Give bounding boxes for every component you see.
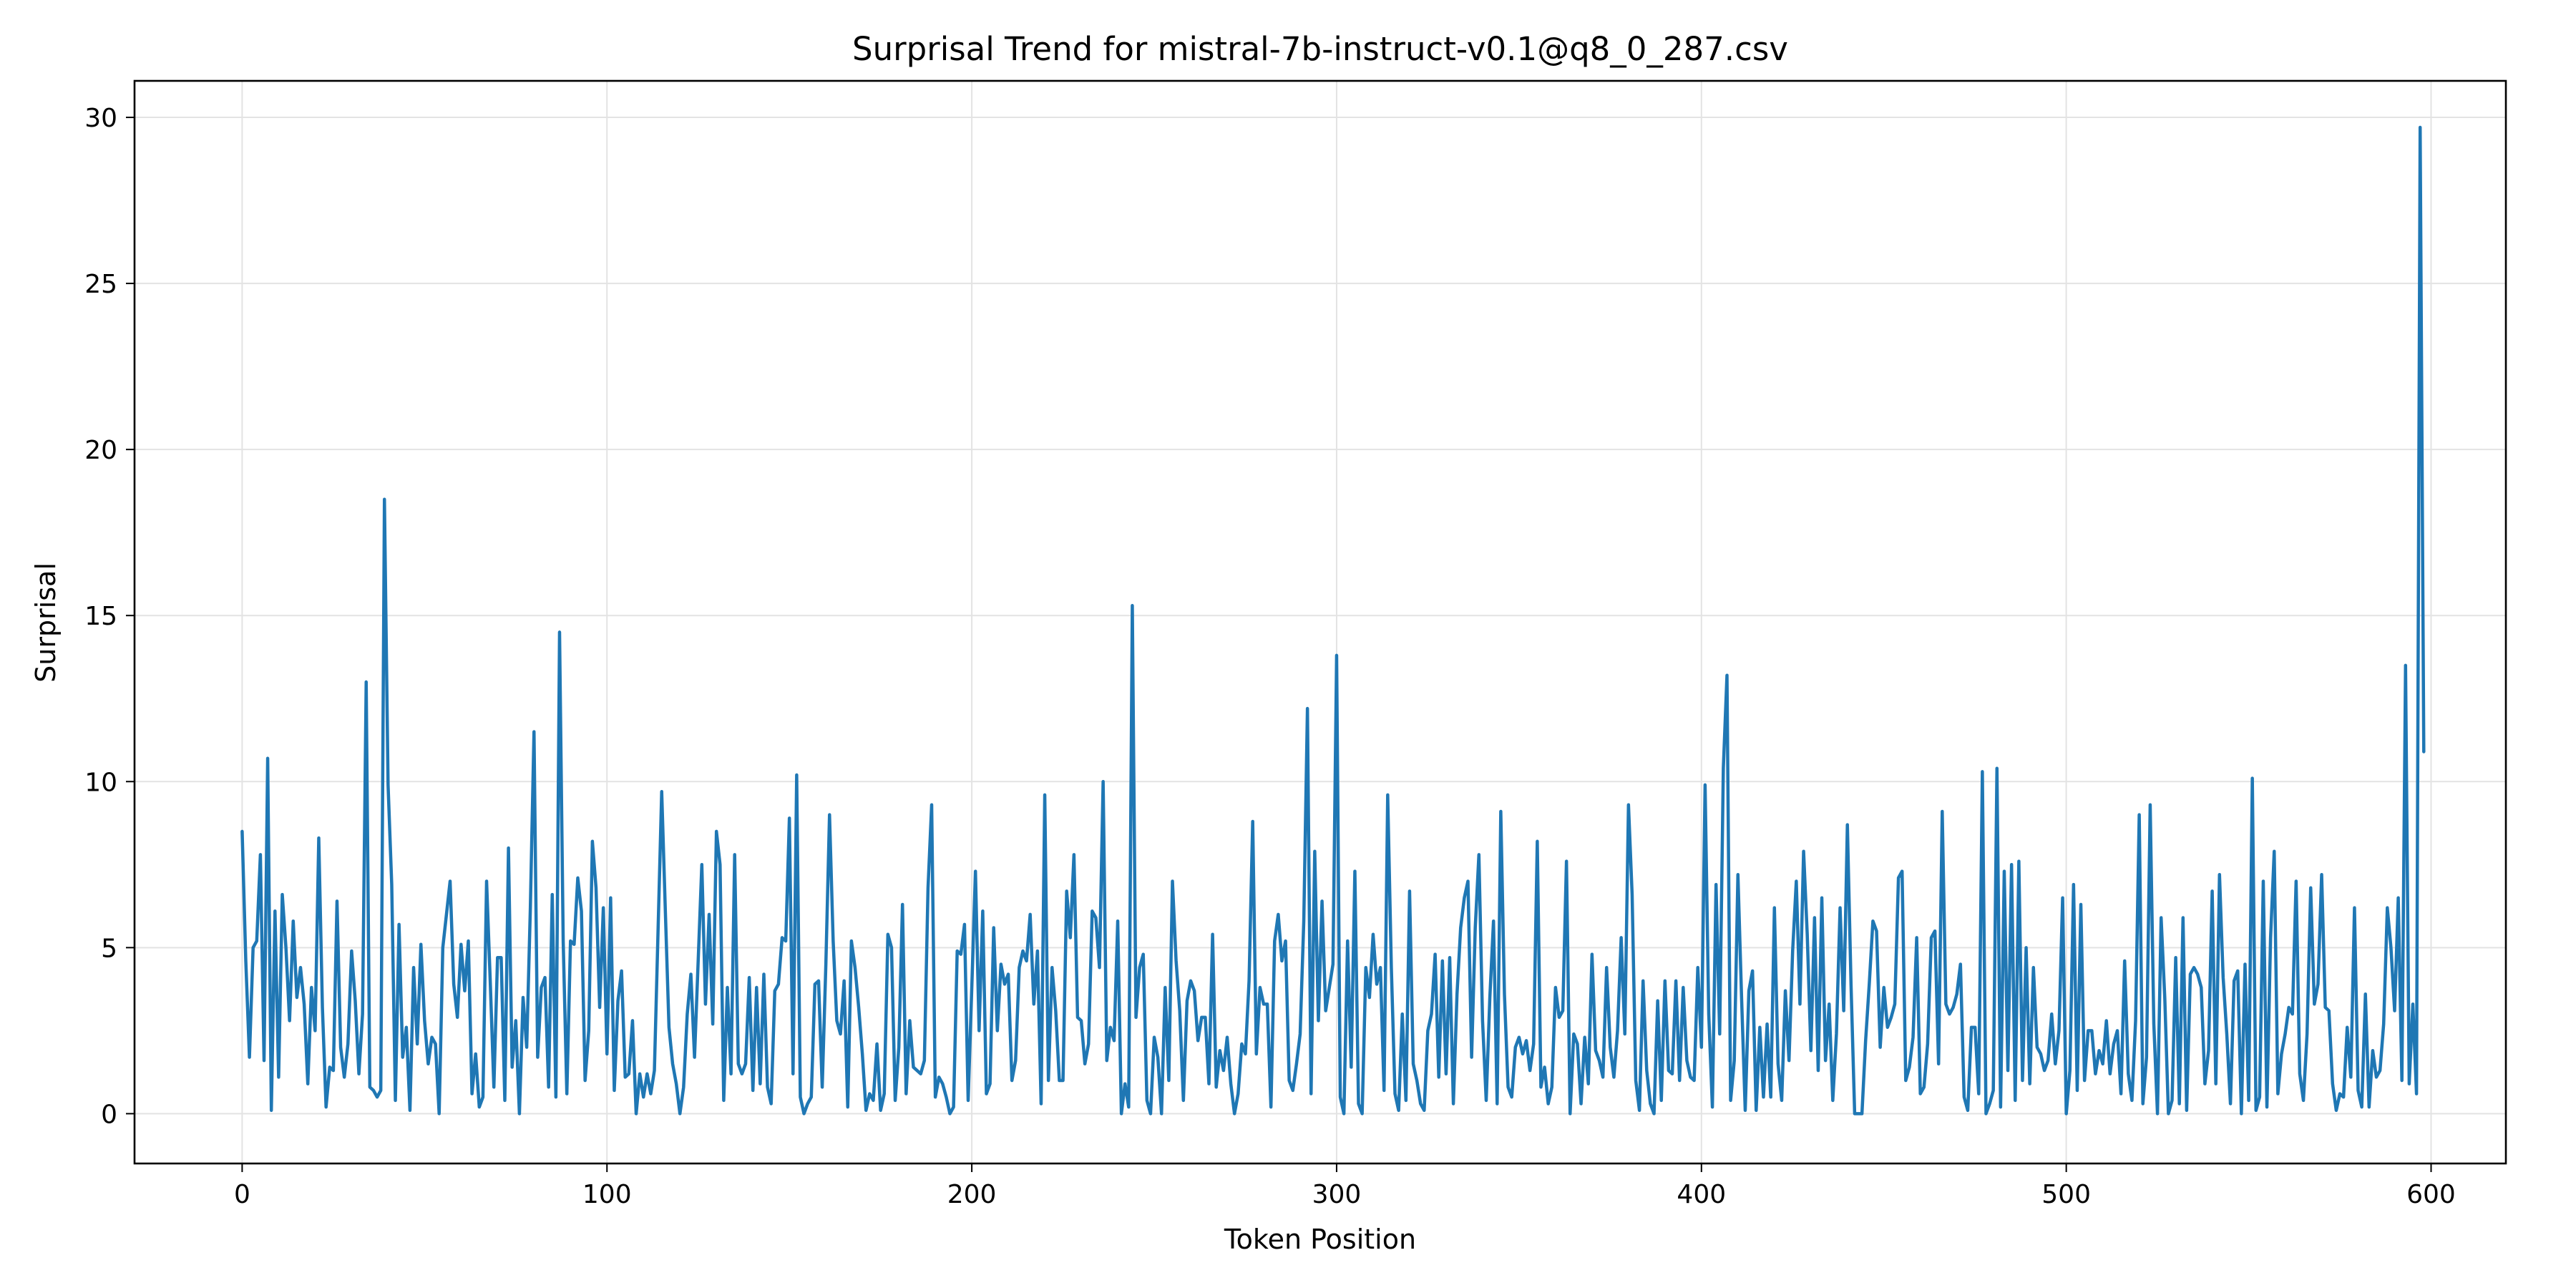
x-tick-label: 100 [582,1180,632,1209]
y-tick-label: 0 [101,1100,117,1129]
y-tick-label: 25 [84,270,117,299]
axis-ticks: 0 100 200 300 400 500 600 0 5 10 15 20 25 30 [84,104,2456,1209]
y-tick-label: 15 [84,602,117,631]
series-layer [240,125,2426,1116]
y-tick-label: 5 [101,934,117,963]
x-tick-label: 300 [1312,1180,1362,1209]
y-axis-label: Surprisal [30,562,62,683]
y-tick-label: 20 [84,436,117,465]
x-tick-label: 200 [947,1180,997,1209]
chart-title: Surprisal Trend for mistral-7b-instruct-… [852,30,1788,68]
x-axis-label: Token Position [1224,1224,1416,1255]
x-tick-label: 0 [234,1180,250,1209]
plot-area-frame [133,79,2507,1165]
x-tick-label: 500 [2041,1180,2091,1209]
series-line [240,125,2426,1116]
x-tick-label: 400 [1677,1180,1726,1209]
y-tick-label: 30 [84,104,117,133]
y-tick-label: 10 [84,768,117,797]
x-tick-label: 600 [2406,1180,2456,1209]
